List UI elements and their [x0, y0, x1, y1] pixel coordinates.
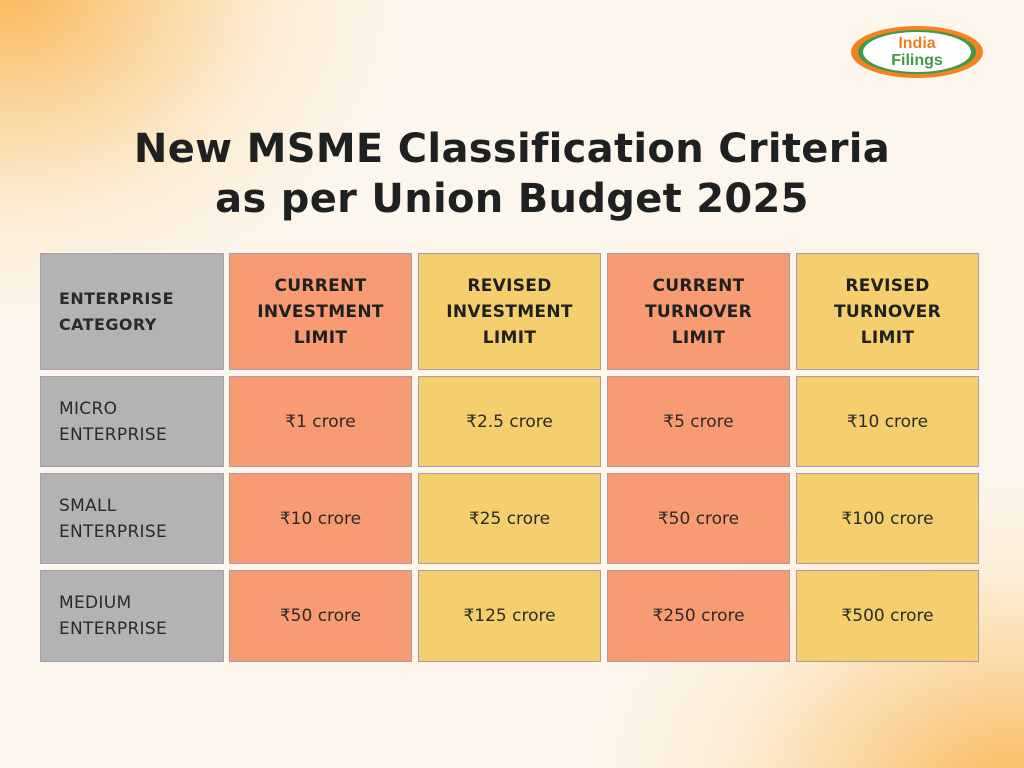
row-small-revised-investment: ₹25 crore — [418, 473, 601, 564]
indiafilings-logo: India Filings — [851, 26, 983, 78]
logo-word-india: India — [898, 35, 936, 52]
row-medium-current-investment: ₹50 crore — [229, 570, 412, 662]
header-text: LIMIT — [860, 327, 915, 348]
header-text: LIMIT — [482, 327, 537, 348]
title-line-2: as per Union Budget 2025 — [215, 176, 809, 222]
header-enterprise-category: ENTERPRISE CATEGORY — [40, 253, 224, 370]
header-text: TURNOVER — [834, 301, 941, 322]
header-text: CURRENT — [652, 275, 745, 296]
header-text: CATEGORY — [59, 314, 157, 334]
row-small-current-turnover: ₹50 crore — [607, 473, 790, 564]
header-text: LIMIT — [293, 327, 348, 348]
category-text: MICRO — [59, 398, 118, 419]
row-medium-revised-investment: ₹125 crore — [418, 570, 601, 662]
page-title: New MSME Classification Criteria as per … — [0, 124, 1024, 224]
row-micro-current-investment: ₹1 crore — [229, 376, 412, 467]
row-medium-revised-turnover: ₹500 crore — [796, 570, 979, 662]
header-revised-investment-limit: REVISED INVESTMENT LIMIT — [418, 253, 601, 370]
row-micro-current-turnover: ₹5 crore — [607, 376, 790, 467]
logo-ring: India Filings — [858, 30, 976, 74]
row-small-revised-turnover: ₹100 crore — [796, 473, 979, 564]
header-text: INVESTMENT — [257, 301, 384, 322]
row-medium-category: MEDIUM ENTERPRISE — [40, 570, 224, 662]
row-micro-revised-investment: ₹2.5 crore — [418, 376, 601, 467]
header-text: CURRENT — [274, 275, 367, 296]
row-micro-revised-turnover: ₹10 crore — [796, 376, 979, 467]
category-text: ENTERPRISE — [59, 521, 168, 542]
header-current-turnover-limit: CURRENT TURNOVER LIMIT — [607, 253, 790, 370]
category-text: SMALL — [59, 495, 117, 516]
header-text: ENTERPRISE — [59, 288, 174, 308]
header-text: REVISED — [467, 275, 552, 296]
row-micro-category: MICRO ENTERPRISE — [40, 376, 224, 467]
header-text: REVISED — [845, 275, 930, 296]
row-medium-current-turnover: ₹250 crore — [607, 570, 790, 662]
category-text: ENTERPRISE — [59, 619, 168, 639]
header-revised-turnover-limit: REVISED TURNOVER LIMIT — [796, 253, 979, 370]
header-text: LIMIT — [671, 327, 726, 348]
title-line-1: New MSME Classification Criteria — [133, 126, 891, 172]
header-text: TURNOVER — [645, 301, 752, 322]
category-text: ENTERPRISE — [59, 424, 168, 445]
header-text: INVESTMENT — [446, 301, 573, 322]
logo-word-filings: Filings — [891, 52, 943, 69]
row-small-category: SMALL ENTERPRISE — [40, 473, 224, 564]
header-current-investment-limit: CURRENT INVESTMENT LIMIT — [229, 253, 412, 370]
category-text: MEDIUM — [59, 593, 132, 613]
row-small-current-investment: ₹10 crore — [229, 473, 412, 564]
logo-text: India Filings — [863, 32, 971, 72]
